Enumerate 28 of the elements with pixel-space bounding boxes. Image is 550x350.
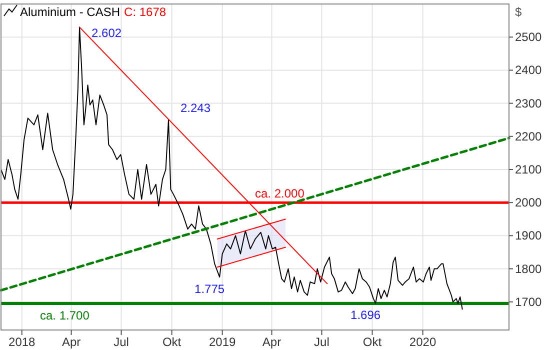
y-tick-label: 1800 <box>515 262 542 276</box>
x-tick-label: 2020 <box>409 335 436 349</box>
x-tick-label: Okt <box>362 335 382 349</box>
chart-title: Aluminium - CASH <box>20 5 120 19</box>
x-tick-label: 2018 <box>8 335 36 349</box>
y-tick-label: 2100 <box>515 162 542 176</box>
annotation: 1.696 <box>350 308 381 322</box>
line-series <box>0 26 463 310</box>
chart-subtitle: C: 1678 <box>124 5 166 19</box>
x-tick-label: Jul <box>314 335 330 349</box>
y-tick-label: 1900 <box>515 228 542 243</box>
y-tick-label: 2300 <box>515 96 542 110</box>
annotation: 2.602 <box>92 26 122 40</box>
x-tick-label: Jul <box>114 335 129 349</box>
x-tick-label: Apr <box>62 335 81 349</box>
ref-line-label: ca. 2.000 <box>255 186 305 201</box>
y-tick-label: 2200 <box>515 129 542 144</box>
y-tick-label: 2000 <box>515 196 542 210</box>
ref-line-label: ca. 1.700 <box>40 308 90 323</box>
annotation: 2.243 <box>180 100 211 115</box>
y-axis-title: $ <box>515 5 522 19</box>
y-tick-label: 2500 <box>515 30 542 44</box>
annotation: 1.775 <box>194 282 225 296</box>
y-tick-label: 1700 <box>515 294 542 309</box>
x-tick-label: Apr <box>262 335 282 349</box>
y-tick-label: 2400 <box>515 63 542 78</box>
x-tick-label: Okt <box>162 335 182 349</box>
x-tick-label: 2019 <box>208 335 236 349</box>
